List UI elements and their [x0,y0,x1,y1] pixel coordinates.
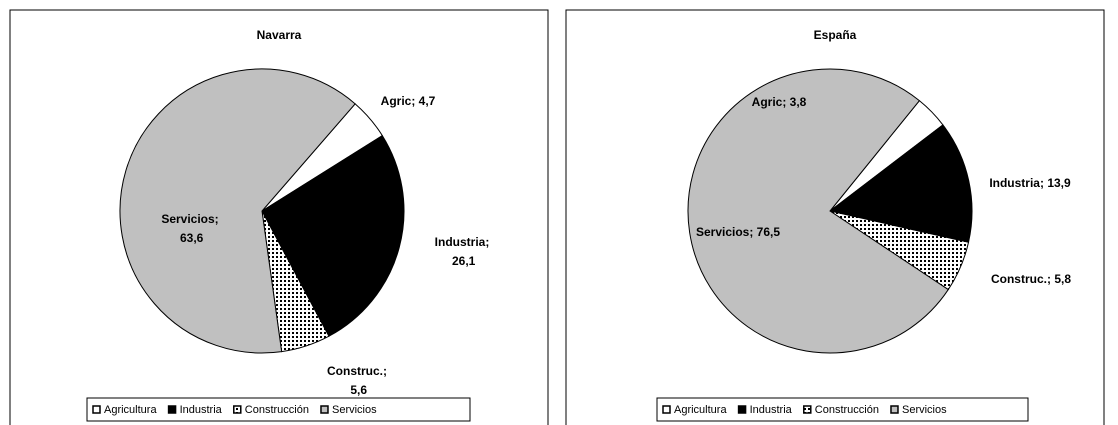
legend-label: Servicios [902,404,947,416]
data-label: Construc.; 5,6 [327,364,387,397]
data-label: Servicios; 63,6 [161,212,218,245]
legend-swatch [803,405,812,414]
data-label: Industria; 26,1 [435,235,490,268]
legend: Agricultura Industria Construcción Servicio… [662,404,947,416]
legend: Agricultura Industria Construcción Servicio… [92,404,377,416]
legend-label: Agricultura [674,404,727,416]
legend-label: Agricultura [104,404,157,416]
data-label: Agric; 3,8 [752,95,807,109]
pie-slice [828,124,973,243]
legend-swatch [92,405,101,414]
legend-label: Construcción [245,404,309,416]
data-label: Agric; 4,7 [381,94,436,108]
pie-slice [119,68,356,354]
legend-swatch [320,405,329,414]
pie-slice [687,68,949,354]
data-label: Construc.; 5,8 [991,272,1071,286]
legend-box [86,397,471,422]
legend-box [656,397,1029,422]
pie-slice [261,134,405,337]
legend-swatch [167,405,177,414]
legend-swatch [890,405,899,414]
legend-label: Industria [750,404,793,416]
data-label: Industria; 13,9 [989,176,1071,190]
legend-label: Industria [180,404,223,416]
legend-label: Servicios [332,404,377,416]
legend-swatch [662,405,671,414]
legend-label: Construcción [815,404,879,416]
chart-title: España [814,28,857,42]
data-label: Servicios; 76,5 [696,225,780,239]
chart-title: Navarra [257,28,302,42]
legend-swatch [737,405,747,414]
legend-swatch [233,405,242,414]
